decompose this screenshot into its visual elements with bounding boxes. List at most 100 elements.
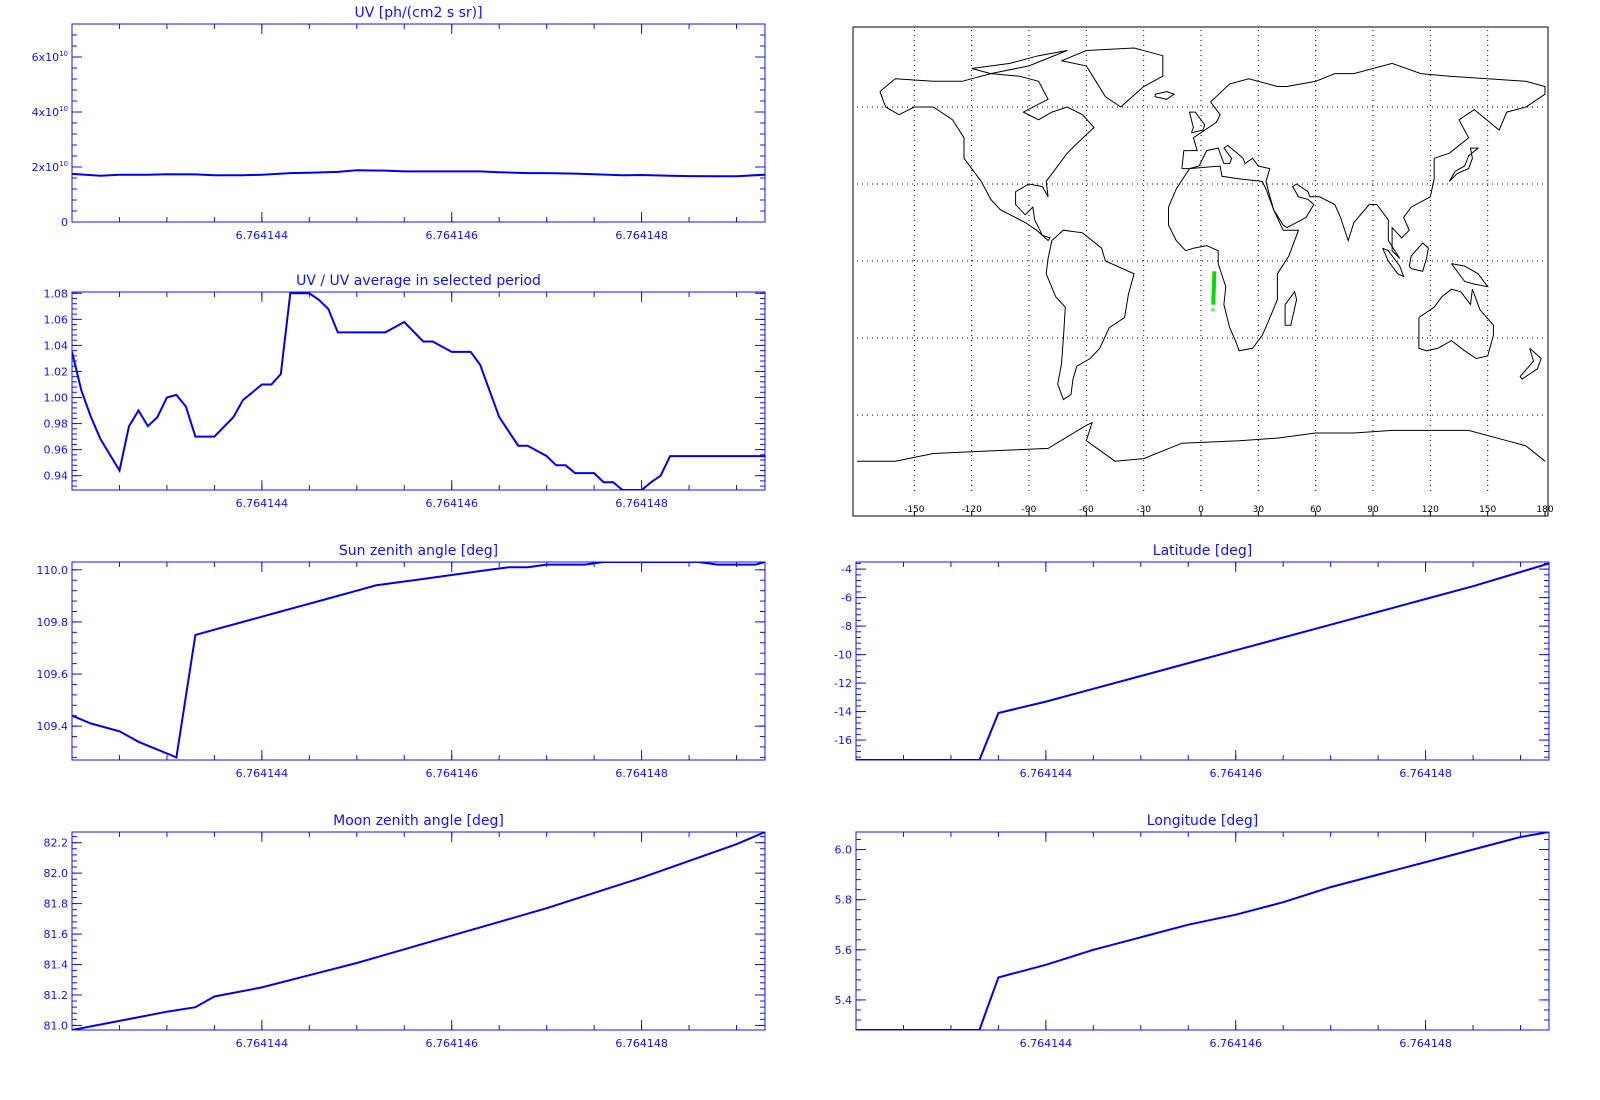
x-tick-label: 6.764146 bbox=[425, 1037, 478, 1050]
x-tick-label: 6.764148 bbox=[615, 767, 668, 780]
y-tick-label: 109.4 bbox=[37, 720, 69, 733]
y-tick-label: -16 bbox=[834, 734, 852, 747]
sun-zenith-chart: Sun zenith angle [deg] 6.764144 6.764146 6.… bbox=[37, 543, 766, 780]
y-tick-label: 81.0 bbox=[44, 1019, 69, 1032]
coastline-australia bbox=[1418, 288, 1494, 360]
y-tick-label: 1.00 bbox=[44, 392, 69, 405]
x-tick-label: 6.764146 bbox=[425, 497, 478, 510]
x-tick-label: 6.764148 bbox=[1399, 1037, 1452, 1050]
y-tick-label: -10 bbox=[834, 649, 852, 662]
latitude-frame bbox=[855, 561, 1550, 761]
uv-series-line bbox=[72, 169, 765, 178]
y-tick-label: -8 bbox=[841, 620, 852, 633]
moon-zenith-frame bbox=[71, 831, 766, 1031]
moon-zenith-title: Moon zenith angle [deg] bbox=[333, 813, 504, 829]
uv-title: UV [ph/(cm2 s sr)] bbox=[354, 5, 482, 21]
y-tick-label: 1.06 bbox=[44, 313, 69, 326]
map-lon-label: -30 bbox=[1136, 505, 1151, 515]
x-tick-label: 6.764146 bbox=[1209, 767, 1262, 780]
y-tick-label: 81.6 bbox=[44, 928, 69, 941]
x-tick-label: 6.764148 bbox=[615, 229, 668, 242]
x-tick-label: 6.764144 bbox=[236, 229, 289, 242]
y-tick-label: 6.0 bbox=[835, 844, 853, 857]
y-tick-label: 81.2 bbox=[44, 989, 69, 1002]
sun-zenith-title: Sun zenith angle [deg] bbox=[339, 543, 498, 559]
y-tick-label: 110.0 bbox=[37, 564, 69, 577]
moon-zenith-chart: Moon zenith angle [deg] 6.764144 6.764146 6… bbox=[44, 813, 766, 1050]
y-tick-label: 0.96 bbox=[44, 444, 69, 457]
y-tick-label: 5.4 bbox=[835, 994, 853, 1007]
y-tick-label: 5.6 bbox=[835, 944, 853, 957]
uv-ratio-series-line bbox=[72, 292, 765, 490]
coastline-iceland bbox=[1154, 91, 1176, 100]
moon-zenith-series-line bbox=[72, 832, 765, 1030]
map-lon-label: -150 bbox=[904, 505, 925, 515]
coastline-eurasia bbox=[1181, 62, 1546, 259]
y-tick-label: 4x1010 bbox=[32, 105, 68, 119]
x-tick-label: 6.764146 bbox=[1209, 1037, 1262, 1050]
latitude-title: Latitude [deg] bbox=[1153, 543, 1252, 559]
uv-ratio-frame bbox=[71, 291, 766, 491]
coastline-africa bbox=[1168, 165, 1300, 352]
longitude-chart: Longitude [deg] 6.764144 6.764146 6.764148 5… bbox=[835, 813, 1550, 1050]
map-lon-label: -90 bbox=[1022, 505, 1037, 515]
coastline-japan bbox=[1448, 147, 1480, 182]
y-tick-label: 81.4 bbox=[44, 959, 69, 972]
uv-frame bbox=[71, 23, 766, 223]
sun-zenith-frame bbox=[71, 561, 766, 761]
y-tick-exponent: 10 bbox=[59, 160, 68, 168]
y-tick-base: 2x10 bbox=[32, 161, 60, 174]
y-tick-exponent: 10 bbox=[59, 50, 68, 58]
x-tick-label: 6.764144 bbox=[236, 1037, 289, 1050]
coastline-arctic-islands bbox=[971, 50, 1068, 75]
longitude-frame bbox=[855, 831, 1550, 1031]
y-tick-label: 81.8 bbox=[44, 898, 69, 911]
satellite-track bbox=[1211, 271, 1217, 305]
map-lon-label: -60 bbox=[1079, 505, 1094, 515]
coastline-uk bbox=[1188, 111, 1206, 134]
y-tick-label: 1.02 bbox=[44, 365, 69, 378]
coastline-sumatra bbox=[1382, 247, 1405, 278]
y-tick-label: 2x1010 bbox=[32, 160, 68, 174]
coastline-new-zealand bbox=[1519, 347, 1542, 380]
map-lon-label: 60 bbox=[1310, 505, 1322, 515]
coastline-south-america bbox=[1045, 229, 1135, 401]
y-tick-label: 82.2 bbox=[44, 837, 69, 850]
latitude-chart: Latitude [deg] 6.764144 6.764146 6.764148 -1… bbox=[834, 543, 1550, 780]
coastline-antarctica bbox=[857, 421, 1546, 462]
track-start-marker: * bbox=[1210, 307, 1215, 318]
map-lon-label: 90 bbox=[1367, 505, 1379, 515]
y-tick-label: -6 bbox=[841, 592, 852, 605]
y-tick-label: 6x1010 bbox=[32, 50, 68, 64]
world-map: * -150 -120 -90 -60 -30 0 30 60 90 120 150 180 bbox=[852, 26, 1554, 517]
x-tick-label: 6.764144 bbox=[1020, 1037, 1073, 1050]
map-lon-label: 150 bbox=[1479, 505, 1496, 515]
uv-ratio-title: UV / UV average in selected period bbox=[296, 273, 541, 289]
map-frame bbox=[852, 26, 1549, 517]
x-tick-label: 6.764144 bbox=[1020, 767, 1073, 780]
x-tick-label: 6.764148 bbox=[615, 1037, 668, 1050]
y-tick-label: 109.8 bbox=[37, 616, 69, 629]
y-tick-label: 0.98 bbox=[44, 418, 69, 431]
y-tick-label: 82.0 bbox=[44, 867, 69, 880]
coastline-north-america bbox=[879, 73, 1095, 242]
x-tick-label: 6.764144 bbox=[236, 767, 289, 780]
y-tick-label: -14 bbox=[834, 706, 852, 719]
uv-chart: UV [ph/(cm2 s sr)] 6.764144 6.764146 6.7641… bbox=[32, 5, 766, 242]
coastline-new-guinea bbox=[1450, 263, 1489, 288]
sun-zenith-series-line bbox=[72, 562, 765, 759]
y-tick-label: -12 bbox=[834, 677, 852, 690]
y-tick-label: 1.08 bbox=[44, 287, 69, 300]
y-tick-label: 0.94 bbox=[44, 470, 69, 483]
y-tick-label: 1.04 bbox=[44, 339, 69, 352]
uv-ratio-chart: UV / UV average in selected period 6.7641… bbox=[44, 273, 766, 510]
y-tick-exponent: 10 bbox=[59, 105, 68, 113]
map-lon-label: 30 bbox=[1253, 505, 1265, 515]
map-lon-label: -120 bbox=[961, 505, 982, 515]
coastline-greenland bbox=[1061, 47, 1164, 108]
longitude-series-line bbox=[856, 832, 1549, 1030]
latitude-series-line bbox=[856, 562, 1549, 760]
longitude-title: Longitude [deg] bbox=[1147, 813, 1258, 829]
x-tick-label: 6.764144 bbox=[236, 497, 289, 510]
y-tick-base: 4x10 bbox=[32, 106, 60, 119]
